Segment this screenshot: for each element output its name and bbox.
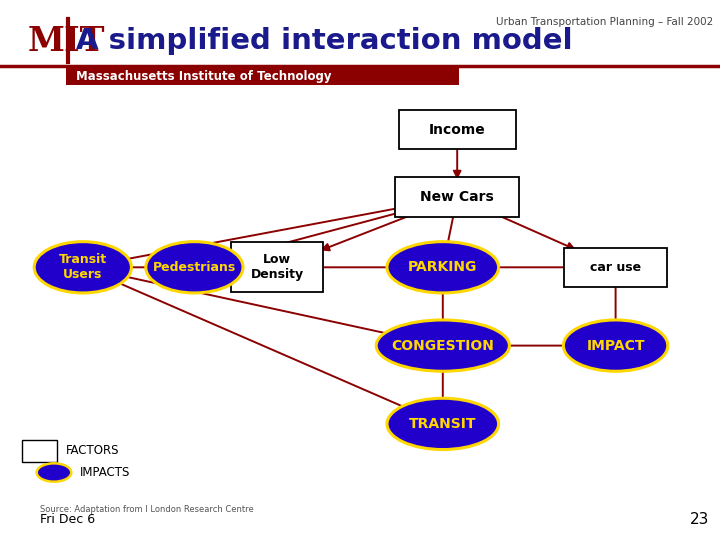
Text: FACTORS: FACTORS [66,444,119,457]
FancyBboxPatch shape [399,110,516,149]
Text: A simplified interaction model: A simplified interaction model [76,27,572,55]
Text: Income: Income [429,123,485,137]
Ellipse shape [37,463,71,482]
Text: IMPACT: IMPACT [586,339,645,353]
FancyBboxPatch shape [231,242,323,293]
Text: Massachusetts Institute of Technology: Massachusetts Institute of Technology [76,70,331,83]
Text: MIT: MIT [27,24,105,58]
Text: Fri Dec 6: Fri Dec 6 [40,513,95,526]
Ellipse shape [387,242,498,293]
Text: car use: car use [590,261,642,274]
Ellipse shape [387,399,498,449]
Ellipse shape [145,242,243,293]
FancyBboxPatch shape [22,440,57,462]
Text: New Cars: New Cars [420,190,494,204]
Text: Pedestrians: Pedestrians [153,261,236,274]
FancyBboxPatch shape [66,67,459,85]
Text: TRANSIT: TRANSIT [409,417,477,431]
Text: Urban Transportation Planning – Fall 2002: Urban Transportation Planning – Fall 200… [495,17,713,28]
Text: IMPACTS: IMPACTS [80,466,130,479]
Text: Transit
Users: Transit Users [59,253,107,281]
FancyBboxPatch shape [395,177,520,217]
Ellipse shape [377,320,510,372]
Text: PARKING: PARKING [408,260,477,274]
Ellipse shape [563,320,668,372]
Text: Source: Adaptation from I London Research Centre: Source: Adaptation from I London Researc… [40,505,253,514]
Text: CONGESTION: CONGESTION [392,339,494,353]
Text: Low
Density: Low Density [251,253,304,281]
Text: 23: 23 [690,512,709,527]
FancyBboxPatch shape [564,247,667,287]
Ellipse shape [34,242,132,293]
